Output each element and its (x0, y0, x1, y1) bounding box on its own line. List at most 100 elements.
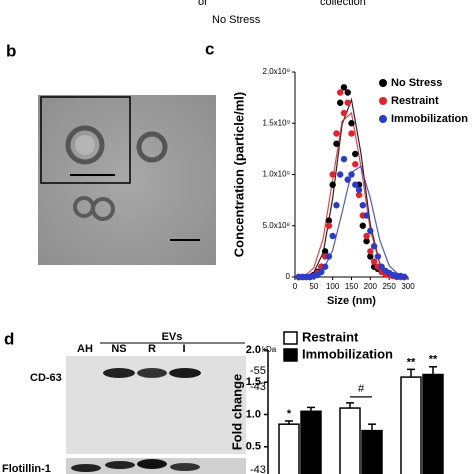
y-tick-label: 5.0x10⁸ (263, 221, 290, 230)
data-point (337, 89, 344, 96)
data-point (367, 227, 374, 235)
annotation: ** (429, 354, 438, 366)
blot-row-label: Flotillin-1 (2, 463, 51, 474)
x-tick-label: 150 (345, 282, 359, 291)
panel-label: c (205, 39, 214, 58)
blot-group: EVs (162, 331, 183, 343)
blot-unit: kDa (262, 345, 277, 354)
x-tick-label: 200 (364, 282, 378, 291)
header-text: or (198, 0, 208, 8)
legend-label: Restraint (391, 95, 439, 107)
y-tick-label: 1.0x10⁹ (263, 170, 290, 179)
x-axis-title: Size (nm) (327, 295, 376, 307)
y-tick-label: 1.0 (246, 408, 261, 420)
blot-row-label: CD-63 (30, 372, 62, 384)
legend-marker (379, 115, 387, 123)
western-blot: EVs kDa AH NS R I CD-63 -55 -43 Flotilli… (2, 331, 277, 474)
data-point (329, 181, 336, 188)
data-point (329, 232, 336, 240)
legend-label: Immobilization (391, 113, 468, 125)
data-point (348, 120, 355, 127)
bar (361, 429, 383, 474)
x-tick-label: 250 (382, 282, 396, 291)
data-point (359, 202, 366, 209)
y-tick-label: 0 (286, 272, 291, 281)
annotation: # (358, 383, 365, 395)
lane-label: AH (77, 343, 93, 355)
legend-marker (379, 97, 387, 105)
data-point (329, 171, 336, 178)
bar (300, 410, 322, 474)
data-point (348, 171, 355, 178)
data-point (374, 253, 382, 260)
bar (422, 373, 444, 474)
y-tick-label: 1.5x10⁹ (263, 118, 290, 127)
micrograph (38, 95, 216, 265)
bar (400, 376, 422, 474)
data-point (340, 84, 348, 91)
data-point (318, 268, 325, 276)
annotation: ** (407, 356, 416, 368)
fit-line (294, 165, 409, 278)
data-point (363, 237, 370, 245)
legend-label: Immobilization (302, 346, 393, 361)
lane-label: NS (111, 343, 126, 355)
data-point (344, 99, 351, 106)
data-point (321, 248, 329, 255)
bar (339, 407, 361, 474)
x-tick-label: 300 (401, 282, 415, 291)
header-text: collection (320, 0, 366, 8)
blot-marker: -55 (250, 365, 266, 377)
bar (278, 423, 300, 474)
data-point (340, 155, 348, 163)
lane-label: I (182, 343, 185, 355)
y-axis-title: Concentration (particle/ml) (231, 92, 246, 257)
data-point (352, 150, 359, 158)
data-point (363, 232, 370, 240)
data-point (321, 263, 329, 270)
legend-marker (379, 79, 387, 87)
data-point (337, 99, 344, 106)
y-tick-label: 1.5 (246, 376, 261, 388)
data-point (333, 140, 340, 147)
data-point (370, 243, 378, 250)
data-point (337, 171, 344, 178)
data-point (352, 161, 359, 168)
blot-marker: -43 (250, 381, 266, 393)
data-point (378, 263, 385, 270)
data-point (355, 186, 363, 194)
data-point (367, 248, 374, 255)
panel-label: b (6, 41, 16, 60)
legend-marker (283, 348, 298, 362)
data-point (348, 130, 355, 137)
lane-label: R (148, 343, 156, 355)
data-point (355, 191, 363, 199)
legend-label: Restraint (302, 329, 359, 344)
data-point (325, 222, 333, 229)
header-text: No Stress (212, 14, 261, 26)
x-tick-label: 0 (293, 282, 298, 291)
blot-marker: -43 (250, 464, 266, 474)
legend-label: No Stress (391, 77, 442, 89)
y-tick-label: 0.5 (246, 441, 261, 453)
y-tick-label: 2.0x10⁹ (263, 67, 290, 76)
y-axis-title: Fold change (229, 374, 244, 451)
x-tick-label: 100 (326, 282, 340, 291)
legend-marker (283, 331, 298, 345)
data-point (401, 273, 408, 281)
data-point (367, 253, 374, 260)
x-tick-label: 50 (309, 282, 318, 291)
annotation: * (287, 408, 292, 420)
panel-label: d (4, 329, 14, 348)
data-point (344, 89, 351, 96)
data-point (344, 176, 351, 183)
data-point (352, 181, 359, 188)
data-point (325, 253, 333, 260)
data-point (333, 130, 340, 137)
data-point (363, 212, 370, 219)
y-tick-label: 2.0 (246, 344, 261, 356)
data-point (359, 222, 366, 229)
data-point (325, 217, 333, 224)
data-point (370, 258, 378, 265)
